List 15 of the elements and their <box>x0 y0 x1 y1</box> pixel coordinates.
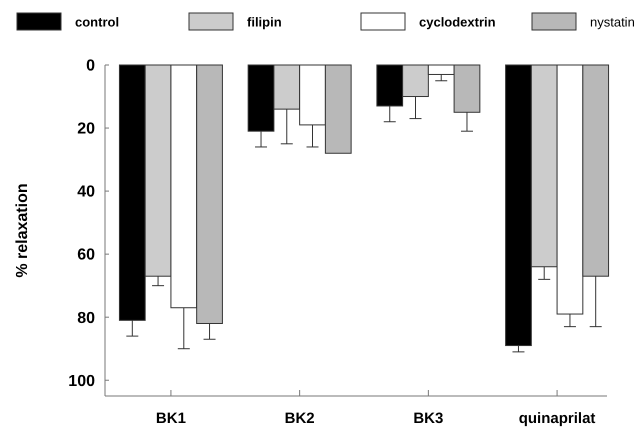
x-tick-label: quinaprilat <box>518 410 596 427</box>
y-tick-label: 0 <box>86 58 96 75</box>
x-tick-label: BK3 <box>413 410 444 427</box>
x-tick-label: BK1 <box>156 410 186 427</box>
legend-label: control <box>75 14 120 30</box>
y-axis-title: % relaxation <box>14 183 31 278</box>
x-tick-label: BK2 <box>284 410 315 427</box>
y-tick-label: 100 <box>68 372 96 390</box>
y-tick-label: 80 <box>77 310 96 327</box>
legend-label: nystatin <box>590 14 635 30</box>
y-tick-label: 20 <box>77 120 96 138</box>
legend-label: filipin <box>247 14 282 30</box>
y-tick-label: 60 <box>77 246 96 264</box>
legend-label: cyclodextrin <box>419 14 496 30</box>
y-tick-label: 40 <box>77 184 96 201</box>
